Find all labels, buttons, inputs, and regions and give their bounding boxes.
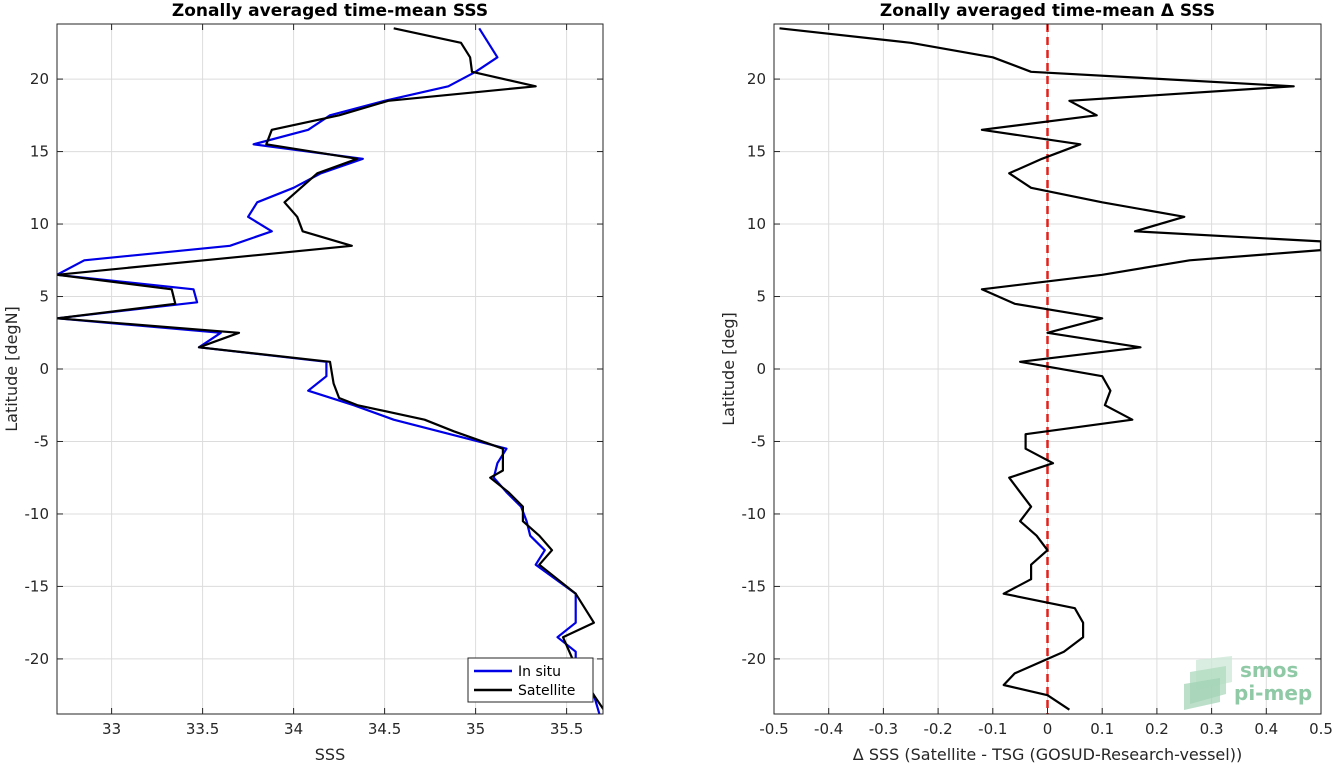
y-tick-label: -10 [25, 505, 50, 523]
x-axis-label: SSS [315, 745, 345, 764]
legend: In situ Satellite [467, 657, 594, 703]
left-panel-sss: 33 33.5 34 34.5 35 35.5 -20 -15 -10 -5 0 5 10 15 20 Zon… [2, 1, 604, 764]
smos-pi-mep-logo: smos pi-mep [1184, 656, 1312, 710]
x-tick-label: 0.5 [1309, 720, 1333, 738]
x-tick-label: 0 [1043, 720, 1053, 738]
y-tick-label: 5 [39, 288, 49, 306]
y-tick-label: 5 [756, 288, 766, 306]
y-tick-label: 20 [747, 70, 766, 88]
y-tick-label: -20 [25, 650, 50, 668]
x-tick-label: -0.2 [923, 720, 952, 738]
x-axis-label: Δ SSS (Satellite - TSG (GOSUD-Research-v… [853, 745, 1242, 764]
x-tick-label: -0.3 [869, 720, 898, 738]
legend-entry: In situ [518, 664, 561, 680]
y-tick-label: -15 [25, 577, 50, 595]
logo-text-line1: smos [1240, 658, 1298, 682]
y-tick-label: 15 [30, 143, 49, 161]
x-tick-label: 34.5 [368, 720, 401, 738]
logo-text-line2: pi-mep [1234, 681, 1312, 705]
legend-box [467, 657, 594, 703]
x-tick-label: 0.3 [1200, 720, 1224, 738]
chart-title: Zonally averaged time-mean SSS [172, 1, 488, 21]
y-axis-label: Latitude [degN] [2, 306, 21, 432]
x-tick-label: 0.4 [1254, 720, 1278, 738]
x-tick-label: -0.5 [759, 720, 788, 738]
x-tick-label: 35 [466, 720, 485, 738]
x-tick-label: 33.5 [186, 720, 219, 738]
y-tick-label: 0 [756, 360, 766, 378]
legend-entry: Satellite [518, 683, 575, 699]
y-tick-label: -10 [742, 505, 767, 523]
logo-icon [1184, 656, 1232, 710]
x-tick-label: 34 [284, 720, 303, 738]
x-tick-label: 33 [102, 720, 121, 738]
y-tick-label: -15 [742, 577, 767, 595]
x-tick-label: 0.2 [1145, 720, 1169, 738]
y-tick-label: 20 [30, 70, 49, 88]
series-line-delta-sss [779, 27, 1321, 711]
y-tick-label: 15 [747, 143, 766, 161]
x-tick-label: -0.4 [814, 720, 843, 738]
y-tick-label: -5 [751, 432, 766, 450]
x-tick-label: 0.1 [1090, 720, 1114, 738]
series-line-satellite [57, 27, 603, 711]
y-tick-label: 0 [39, 360, 49, 378]
chart-title: Zonally averaged time-mean Δ SSS [880, 1, 1215, 21]
y-tick-label: -5 [34, 432, 49, 450]
x-tick-label: -0.1 [978, 720, 1007, 738]
y-axis-label: Latitude [deg] [719, 312, 738, 426]
y-tick-label: -20 [742, 650, 767, 668]
right-panel-delta-sss: -0.5 -0.4 -0.3 -0.2 -0.1 0 0.1 0.2 0.3 0.4 0.5 -20 -… [719, 1, 1333, 764]
y-tick-label: 10 [30, 215, 49, 233]
series-line-in-situ [57, 27, 601, 714]
x-tick-label: 35.5 [550, 720, 583, 738]
y-tick-label: 10 [747, 215, 766, 233]
